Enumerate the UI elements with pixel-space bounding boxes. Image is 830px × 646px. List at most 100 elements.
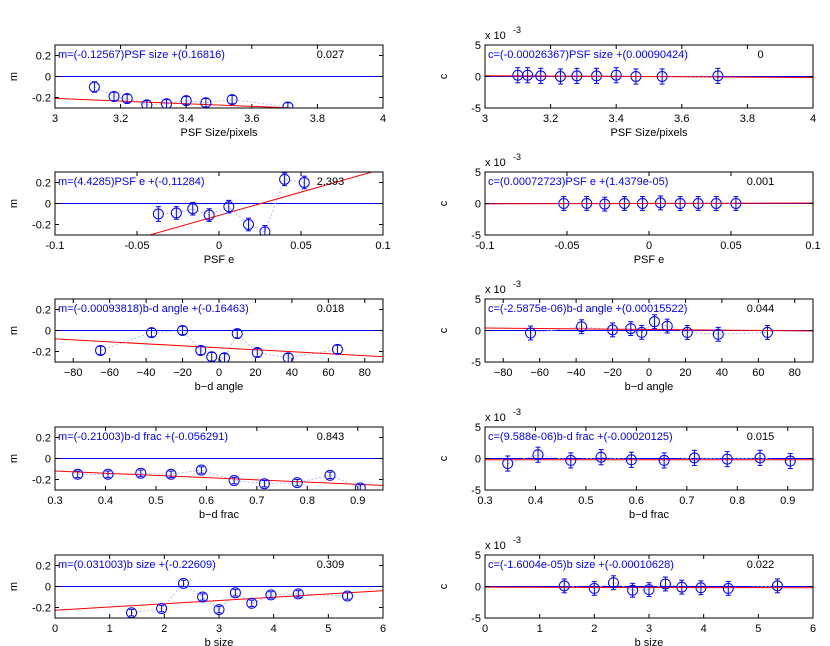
y-tick-label: 5 — [475, 550, 481, 562]
data-point — [195, 464, 207, 476]
data-point — [688, 452, 700, 464]
y-tick-label: 5 — [475, 167, 481, 179]
fit-value-label: 0.022 — [747, 559, 775, 571]
data-point — [251, 347, 263, 359]
y-tick-label: 0.2 — [36, 178, 51, 190]
data-point — [170, 207, 182, 219]
y-axis-label: c — [438, 455, 450, 461]
y-axis-label: c — [438, 327, 450, 333]
fit-equation: c=(-1.6004e-05)b size +(-0.00010628) — [488, 559, 674, 571]
x-tick-label: 3 — [216, 623, 222, 635]
x-tick-label: 60 — [752, 367, 764, 379]
x-tick-label: 0.4 — [98, 495, 113, 507]
data-point — [156, 603, 168, 615]
y-tick-label: 0 — [45, 72, 51, 84]
panel-2: 3 3.2 3.4 3.6 3.8 4 -5 0 5 PSF Size/pixels c x 10 -3… — [438, 25, 816, 139]
data-point — [229, 587, 241, 599]
data-point — [581, 198, 593, 209]
fit-line — [485, 75, 813, 78]
fit-equation: c=(-0.00026367)PSF size +(0.00090424) — [488, 49, 688, 61]
data-point — [676, 581, 688, 593]
y-tick-label: 0 — [45, 326, 51, 338]
fit-equation: m=(4.4285)PSF e +(-0.11284) — [58, 176, 205, 188]
x-tick-label: 0.6 — [629, 495, 644, 507]
data-point — [627, 584, 639, 596]
data-point — [341, 590, 353, 602]
y-tick-label: 0.2 — [36, 561, 51, 573]
data-point — [187, 203, 199, 215]
data-point — [784, 455, 796, 467]
data-point — [712, 70, 724, 82]
data-point — [354, 482, 366, 490]
panel-3: -0.1 -0.05 0 0.05 0.1 -0.2 0 0.2 PSF e m m=(4.4285… — [8, 171, 391, 266]
y-tick-label: 5 — [475, 422, 481, 434]
x-axis-label: PSF e — [634, 254, 665, 266]
fit-value-label: 0.027 — [317, 49, 345, 61]
y-tick-label: -5 — [471, 357, 481, 369]
data-point — [525, 327, 537, 339]
x-axis-label: PSF Size/pixels — [180, 127, 258, 139]
x-tick-label: 3 — [52, 113, 58, 125]
x-tick-label: 0.7 — [249, 495, 264, 507]
data-point — [730, 198, 742, 209]
x-tick-label: 0.8 — [730, 495, 745, 507]
x-tick-label: 3.8 — [740, 113, 755, 125]
data-point — [610, 69, 622, 81]
x-tick-label: 0.3 — [477, 495, 492, 507]
series-connector — [507, 454, 791, 465]
x-tick-label: 3.6 — [244, 113, 259, 125]
series-connector — [100, 329, 338, 359]
x-tick-label: 3.4 — [609, 113, 624, 125]
x-tick-label: -0.05 — [554, 240, 579, 252]
panel-6: −80 −60 −40 −20 0 20 40 60 80 -5 0 5 b−d angle c x 10-… — [438, 279, 814, 393]
data-point — [630, 71, 642, 82]
y-tick-label: 0 — [475, 199, 481, 211]
data-point — [591, 70, 603, 82]
y-tick-label: 5 — [475, 294, 481, 306]
x-tick-label: 4 — [810, 113, 816, 125]
data-point — [161, 98, 173, 108]
fit-value-label: 0.015 — [747, 431, 775, 443]
data-point — [656, 71, 668, 82]
data-point — [177, 325, 189, 336]
data-point — [643, 584, 655, 596]
series-connector — [77, 469, 361, 489]
data-point — [292, 588, 304, 600]
y-tick-label: 0 — [45, 199, 51, 211]
y-axis-label: m — [8, 326, 20, 335]
fit-line — [55, 590, 383, 611]
panel-4: -0.1 -0.05 0 0.05 0.1 -5 0 5 PSF e c x 10 -3 c=(0.00… — [438, 152, 821, 266]
data-point — [710, 198, 722, 209]
x-tick-label: 0 — [216, 240, 222, 252]
x-tick-label: 5 — [325, 623, 331, 635]
x-axis-label: PSF e — [204, 254, 235, 266]
plot-area — [55, 325, 383, 362]
data-point — [177, 577, 189, 589]
data-point — [502, 458, 514, 470]
x-tick-label: −80 — [494, 367, 513, 379]
fit-equation: c=(-2.5875e-06)b-d angle +(0.00015522) — [488, 303, 687, 315]
x-tick-label: 3.2 — [113, 113, 128, 125]
y-tick-label: 5 — [475, 40, 481, 52]
x-tick-label: −60 — [100, 367, 119, 379]
exponent-power: -3 — [513, 535, 521, 545]
x-tick-label: 40 — [286, 367, 298, 379]
data-point — [681, 326, 693, 338]
data-point — [95, 344, 107, 356]
plot-area — [485, 575, 813, 598]
x-tick-label: 6 — [380, 623, 386, 635]
data-point — [228, 475, 240, 487]
x-tick-label: 6 — [810, 623, 816, 635]
exponent-power: -3 — [513, 152, 521, 162]
fit-line — [485, 202, 813, 205]
x-tick-label: −60 — [530, 367, 549, 379]
exponent-label: x 10 — [485, 30, 506, 42]
data-point — [218, 352, 230, 362]
data-point — [226, 94, 238, 106]
plot-area — [55, 172, 383, 235]
x-tick-label: −40 — [567, 367, 586, 379]
data-point — [618, 198, 630, 209]
x-tick-label: 60 — [322, 367, 334, 379]
